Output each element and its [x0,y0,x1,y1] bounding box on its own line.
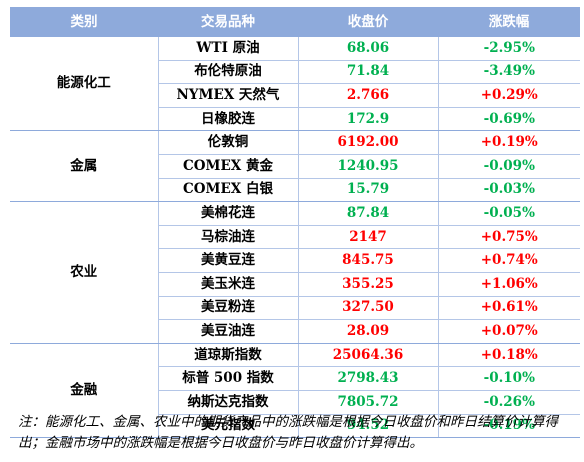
product-name-cell: COMEX 黄金 [157,154,299,179]
change-pct-cell: -0.19% [438,414,580,439]
product-name-cell: 美豆油连 [157,319,299,344]
close-price-cell: 327.50 [298,296,439,321]
product-name-cell: 伦敦铜 [157,130,299,155]
close-price-cell: 6192.00 [298,130,439,155]
product-name-cell: 马棕油连 [157,225,299,250]
footnote: 注：能源化工、金属、农业中的期货产品中的涨跌幅是根据今日收盘价和昨日结算价计算得… [18,414,558,451]
category-cell: 金融 [10,343,159,439]
close-price-cell: 68.06 [298,37,439,61]
header-change: 涨跌幅 [438,7,580,37]
close-price-cell: 28.09 [298,319,439,344]
close-price-cell: 2147 [298,225,439,250]
change-pct-cell: -0.26% [438,390,580,415]
change-pct-cell: +0.75% [438,225,580,250]
header-category: 类别 [10,7,158,37]
table-row: 美豆粉连 327.50 +0.61% [10,296,580,321]
table-row: NYMEX 天然气 2.766 +0.29% [10,83,580,108]
close-price-cell: 1240.95 [298,154,439,179]
table-row: COMEX 黄金 1240.95 -0.09% [10,154,580,179]
product-name-cell: 美元指数 [157,414,299,439]
product-name-cell: 美棉花连 [157,201,299,226]
product-name-cell: 纳斯达克指数 [157,390,299,415]
close-price-cell: 2.766 [298,83,439,108]
change-pct-cell: +0.29% [438,83,580,108]
table-row: 布伦特原油 71.84 -3.49% [10,60,580,85]
change-pct-cell: +0.61% [438,296,580,321]
category-cell: 金属 [10,130,159,203]
product-name-cell: 美豆粉连 [157,296,299,321]
market-table: 类别 交易品种 收盘价 涨跌幅 能源化工 WTI 原油 68.06 -2.95% 布伦特… [10,7,580,439]
change-pct-cell: -0.05% [438,201,580,226]
table-row: 金属 伦敦铜 6192.00 +0.19% [10,130,580,203]
close-price-cell: 87.84 [298,201,439,226]
product-name-cell: COMEX 白银 [157,178,299,203]
product-name-cell: 标普 500 指数 [157,366,299,391]
change-pct-cell: -3.49% [438,60,580,85]
change-pct-cell: -0.10% [438,366,580,391]
category-cell: 农业 [10,201,159,344]
change-pct-cell: +0.74% [438,248,580,273]
close-price-cell: 25064.36 [298,343,439,368]
table-row: 纳斯达克指数 7805.72 -0.26% [10,390,580,415]
close-price-cell: 94.52 [298,414,439,439]
table-row: 农业 美棉花连 87.84 -0.05% [10,201,580,344]
close-price-cell: 7805.72 [298,390,439,415]
change-pct-cell: -0.09% [438,154,580,179]
change-pct-cell: +0.07% [438,319,580,344]
table-row: 马棕油连 2147 +0.75% [10,225,580,250]
change-pct-cell: -2.95% [438,37,580,61]
product-name-cell: 美黄豆连 [157,248,299,273]
category-cell: 能源化工 [10,37,159,132]
change-pct-cell: +0.18% [438,343,580,368]
table-body: 能源化工 WTI 原油 68.06 -2.95% 布伦特原油 71.84 -3.49% NYM… [10,37,580,439]
header-product: 交易品种 [158,7,298,37]
close-price-cell: 845.75 [298,248,439,273]
change-pct-cell: +0.19% [438,130,580,155]
product-name-cell: 美玉米连 [157,272,299,297]
table-row: 标普 500 指数 2798.43 -0.10% [10,366,580,391]
close-price-cell: 2798.43 [298,366,439,391]
product-name-cell: NYMEX 天然气 [157,83,299,108]
product-name-cell: 布伦特原油 [157,60,299,85]
table-row: 金融 道琼斯指数 25064.36 +0.18% [10,343,580,439]
change-pct-cell: -0.69% [438,107,580,132]
product-name-cell: 日橡胶连 [157,107,299,132]
product-name-cell: 道琼斯指数 [157,343,299,368]
table-row: 美玉米连 355.25 +1.06% [10,272,580,297]
change-pct-cell: +1.06% [438,272,580,297]
header-close-price: 收盘价 [298,7,438,37]
close-price-cell: 172.9 [298,107,439,132]
table-row: 美元指数 94.52 -0.19% [10,414,580,439]
close-price-cell: 355.25 [298,272,439,297]
table-row: 美豆油连 28.09 +0.07% [10,319,580,344]
table-row: 美黄豆连 845.75 +0.74% [10,248,580,273]
close-price-cell: 15.79 [298,178,439,203]
close-price-cell: 71.84 [298,60,439,85]
header-row: 类别 交易品种 收盘价 涨跌幅 [10,7,580,37]
change-pct-cell: -0.03% [438,178,580,203]
table-row: COMEX 白银 15.79 -0.03% [10,178,580,203]
product-name-cell: WTI 原油 [157,37,299,61]
table-row: 日橡胶连 172.9 -0.69% [10,107,580,132]
table-row: 能源化工 WTI 原油 68.06 -2.95% [10,37,580,132]
